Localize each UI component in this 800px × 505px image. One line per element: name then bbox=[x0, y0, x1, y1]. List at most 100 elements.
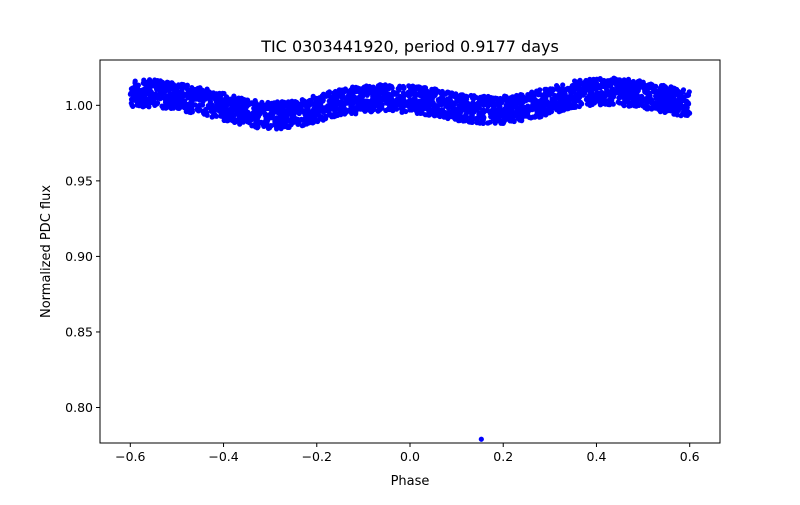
data-point bbox=[196, 94, 202, 100]
data-point bbox=[335, 101, 341, 107]
data-point bbox=[159, 91, 165, 97]
y-tick-label: 0.95 bbox=[65, 173, 93, 188]
data-point bbox=[591, 93, 598, 100]
data-point bbox=[152, 91, 158, 97]
data-point bbox=[281, 119, 287, 125]
data-point bbox=[330, 90, 337, 96]
x-tick-label: −0.2 bbox=[302, 449, 332, 464]
data-point bbox=[619, 80, 625, 86]
y-tick-label: 0.90 bbox=[65, 249, 93, 264]
data-point bbox=[163, 96, 169, 102]
data-point bbox=[569, 83, 575, 89]
data-point bbox=[675, 99, 681, 106]
data-point bbox=[515, 99, 522, 105]
data-point bbox=[603, 85, 609, 91]
data-point bbox=[318, 98, 324, 104]
data-point bbox=[684, 112, 691, 118]
data-point bbox=[267, 114, 273, 120]
data-point bbox=[245, 117, 252, 123]
y-tick-label: 0.85 bbox=[65, 324, 93, 339]
data-point bbox=[369, 108, 375, 114]
data-point bbox=[663, 90, 670, 96]
data-point bbox=[562, 89, 568, 95]
data-point bbox=[166, 86, 172, 93]
x-axis-ticks: −0.6 −0.4 −0.2 0.0 0.2 0.4 0.6 bbox=[115, 443, 700, 464]
data-point bbox=[220, 108, 226, 114]
data-point bbox=[129, 102, 135, 108]
data-point bbox=[271, 108, 277, 114]
data-point bbox=[595, 84, 601, 90]
data-point bbox=[288, 118, 294, 124]
data-point bbox=[321, 93, 327, 99]
data-point bbox=[379, 83, 385, 89]
data-point bbox=[503, 109, 509, 115]
data-point bbox=[516, 109, 523, 115]
data-point bbox=[233, 119, 239, 125]
data-point bbox=[302, 108, 308, 114]
data-point bbox=[458, 92, 464, 98]
data-point bbox=[209, 102, 215, 108]
data-point bbox=[557, 86, 563, 92]
data-point bbox=[451, 93, 457, 99]
data-point bbox=[586, 85, 592, 91]
data-point bbox=[164, 79, 170, 85]
data-point bbox=[575, 91, 581, 98]
data-point bbox=[458, 96, 464, 102]
data-point bbox=[350, 93, 356, 99]
data-point bbox=[254, 124, 260, 130]
data-point bbox=[285, 99, 291, 105]
data-point bbox=[397, 83, 403, 89]
data-point bbox=[677, 105, 683, 111]
data-point bbox=[255, 118, 261, 124]
data-point bbox=[608, 100, 614, 106]
data-point bbox=[144, 90, 150, 96]
data-point bbox=[160, 104, 166, 110]
data-point bbox=[379, 90, 385, 96]
data-point bbox=[227, 115, 233, 121]
data-point bbox=[680, 89, 686, 95]
data-point bbox=[360, 93, 366, 100]
data-point bbox=[169, 95, 176, 101]
y-axis-ticks: 0.80 0.85 0.90 0.95 1.00 bbox=[65, 98, 100, 415]
x-tick-label: 0.0 bbox=[400, 449, 420, 464]
data-point bbox=[204, 86, 210, 92]
data-point bbox=[554, 83, 560, 89]
data-point bbox=[481, 115, 487, 121]
data-point bbox=[259, 108, 265, 115]
data-point bbox=[157, 78, 163, 84]
data-point bbox=[393, 98, 399, 104]
data-point bbox=[469, 108, 475, 114]
data-point bbox=[424, 88, 430, 94]
data-point bbox=[186, 87, 192, 93]
data-point bbox=[439, 88, 445, 95]
data-point bbox=[362, 87, 368, 93]
data-point bbox=[645, 91, 651, 97]
data-point bbox=[469, 95, 476, 101]
data-point bbox=[430, 88, 436, 94]
data-point bbox=[439, 94, 445, 100]
data-point bbox=[667, 100, 673, 106]
data-point bbox=[220, 113, 226, 120]
data-point bbox=[192, 102, 198, 108]
data-point bbox=[350, 84, 356, 90]
data-point bbox=[288, 109, 294, 115]
data-point bbox=[305, 98, 311, 105]
data-point bbox=[521, 113, 527, 119]
data-point bbox=[548, 109, 555, 115]
data-point bbox=[601, 92, 607, 99]
data-point bbox=[671, 85, 678, 91]
data-point bbox=[660, 95, 666, 101]
data-point bbox=[365, 103, 371, 109]
data-point bbox=[264, 105, 270, 112]
data-point bbox=[651, 87, 657, 93]
data-point bbox=[357, 106, 364, 112]
data-point bbox=[631, 103, 637, 109]
data-point bbox=[628, 90, 634, 96]
data-point bbox=[378, 106, 384, 112]
data-point bbox=[559, 93, 566, 99]
data-point bbox=[542, 86, 548, 92]
data-point bbox=[281, 110, 287, 116]
data-point bbox=[338, 112, 344, 118]
